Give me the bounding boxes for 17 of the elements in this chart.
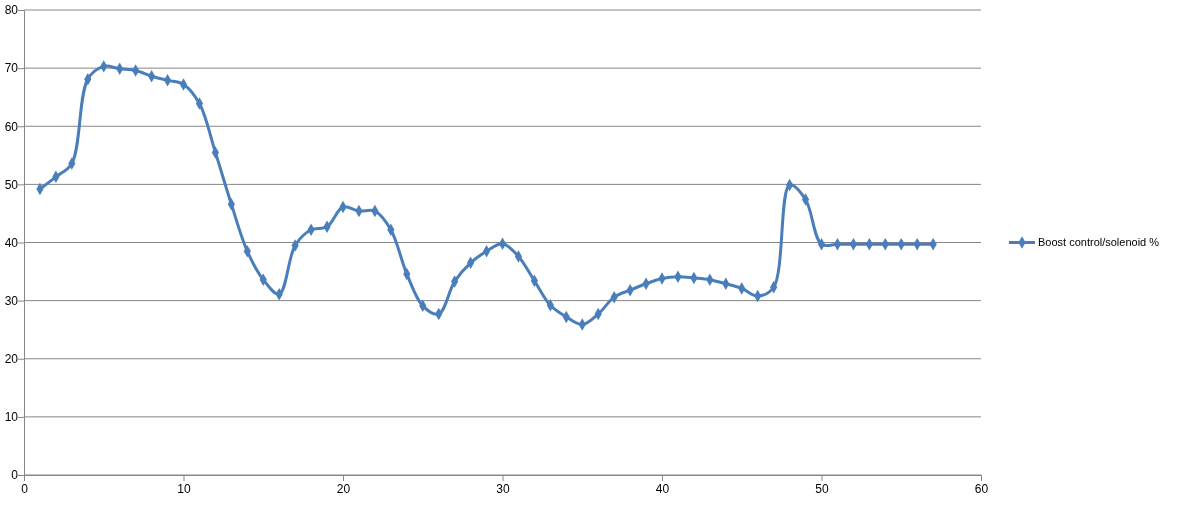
x-tick-label: 30 xyxy=(496,481,510,496)
y-tick-label: 30 xyxy=(4,293,19,308)
x-tick-label: 20 xyxy=(336,481,351,496)
y-tick-label: 60 xyxy=(4,119,19,134)
y-tick-label: 50 xyxy=(4,177,19,192)
x-tick-label: 60 xyxy=(974,481,989,496)
y-tick-label: 0 xyxy=(11,468,19,483)
legend-label: Boost control/solenoid % xyxy=(1038,236,1160,249)
y-tick-label: 20 xyxy=(4,352,19,367)
y-tick-label: 80 xyxy=(4,3,19,18)
y-tick-label: 40 xyxy=(4,235,19,250)
x-tick-label: 10 xyxy=(177,481,191,496)
x-tick-label: 50 xyxy=(815,481,829,496)
y-tick-label: 10 xyxy=(4,410,19,425)
y-tick-label: 70 xyxy=(4,61,19,76)
x-tick-label: 40 xyxy=(655,481,670,496)
x-tick-label: 0 xyxy=(21,481,29,496)
